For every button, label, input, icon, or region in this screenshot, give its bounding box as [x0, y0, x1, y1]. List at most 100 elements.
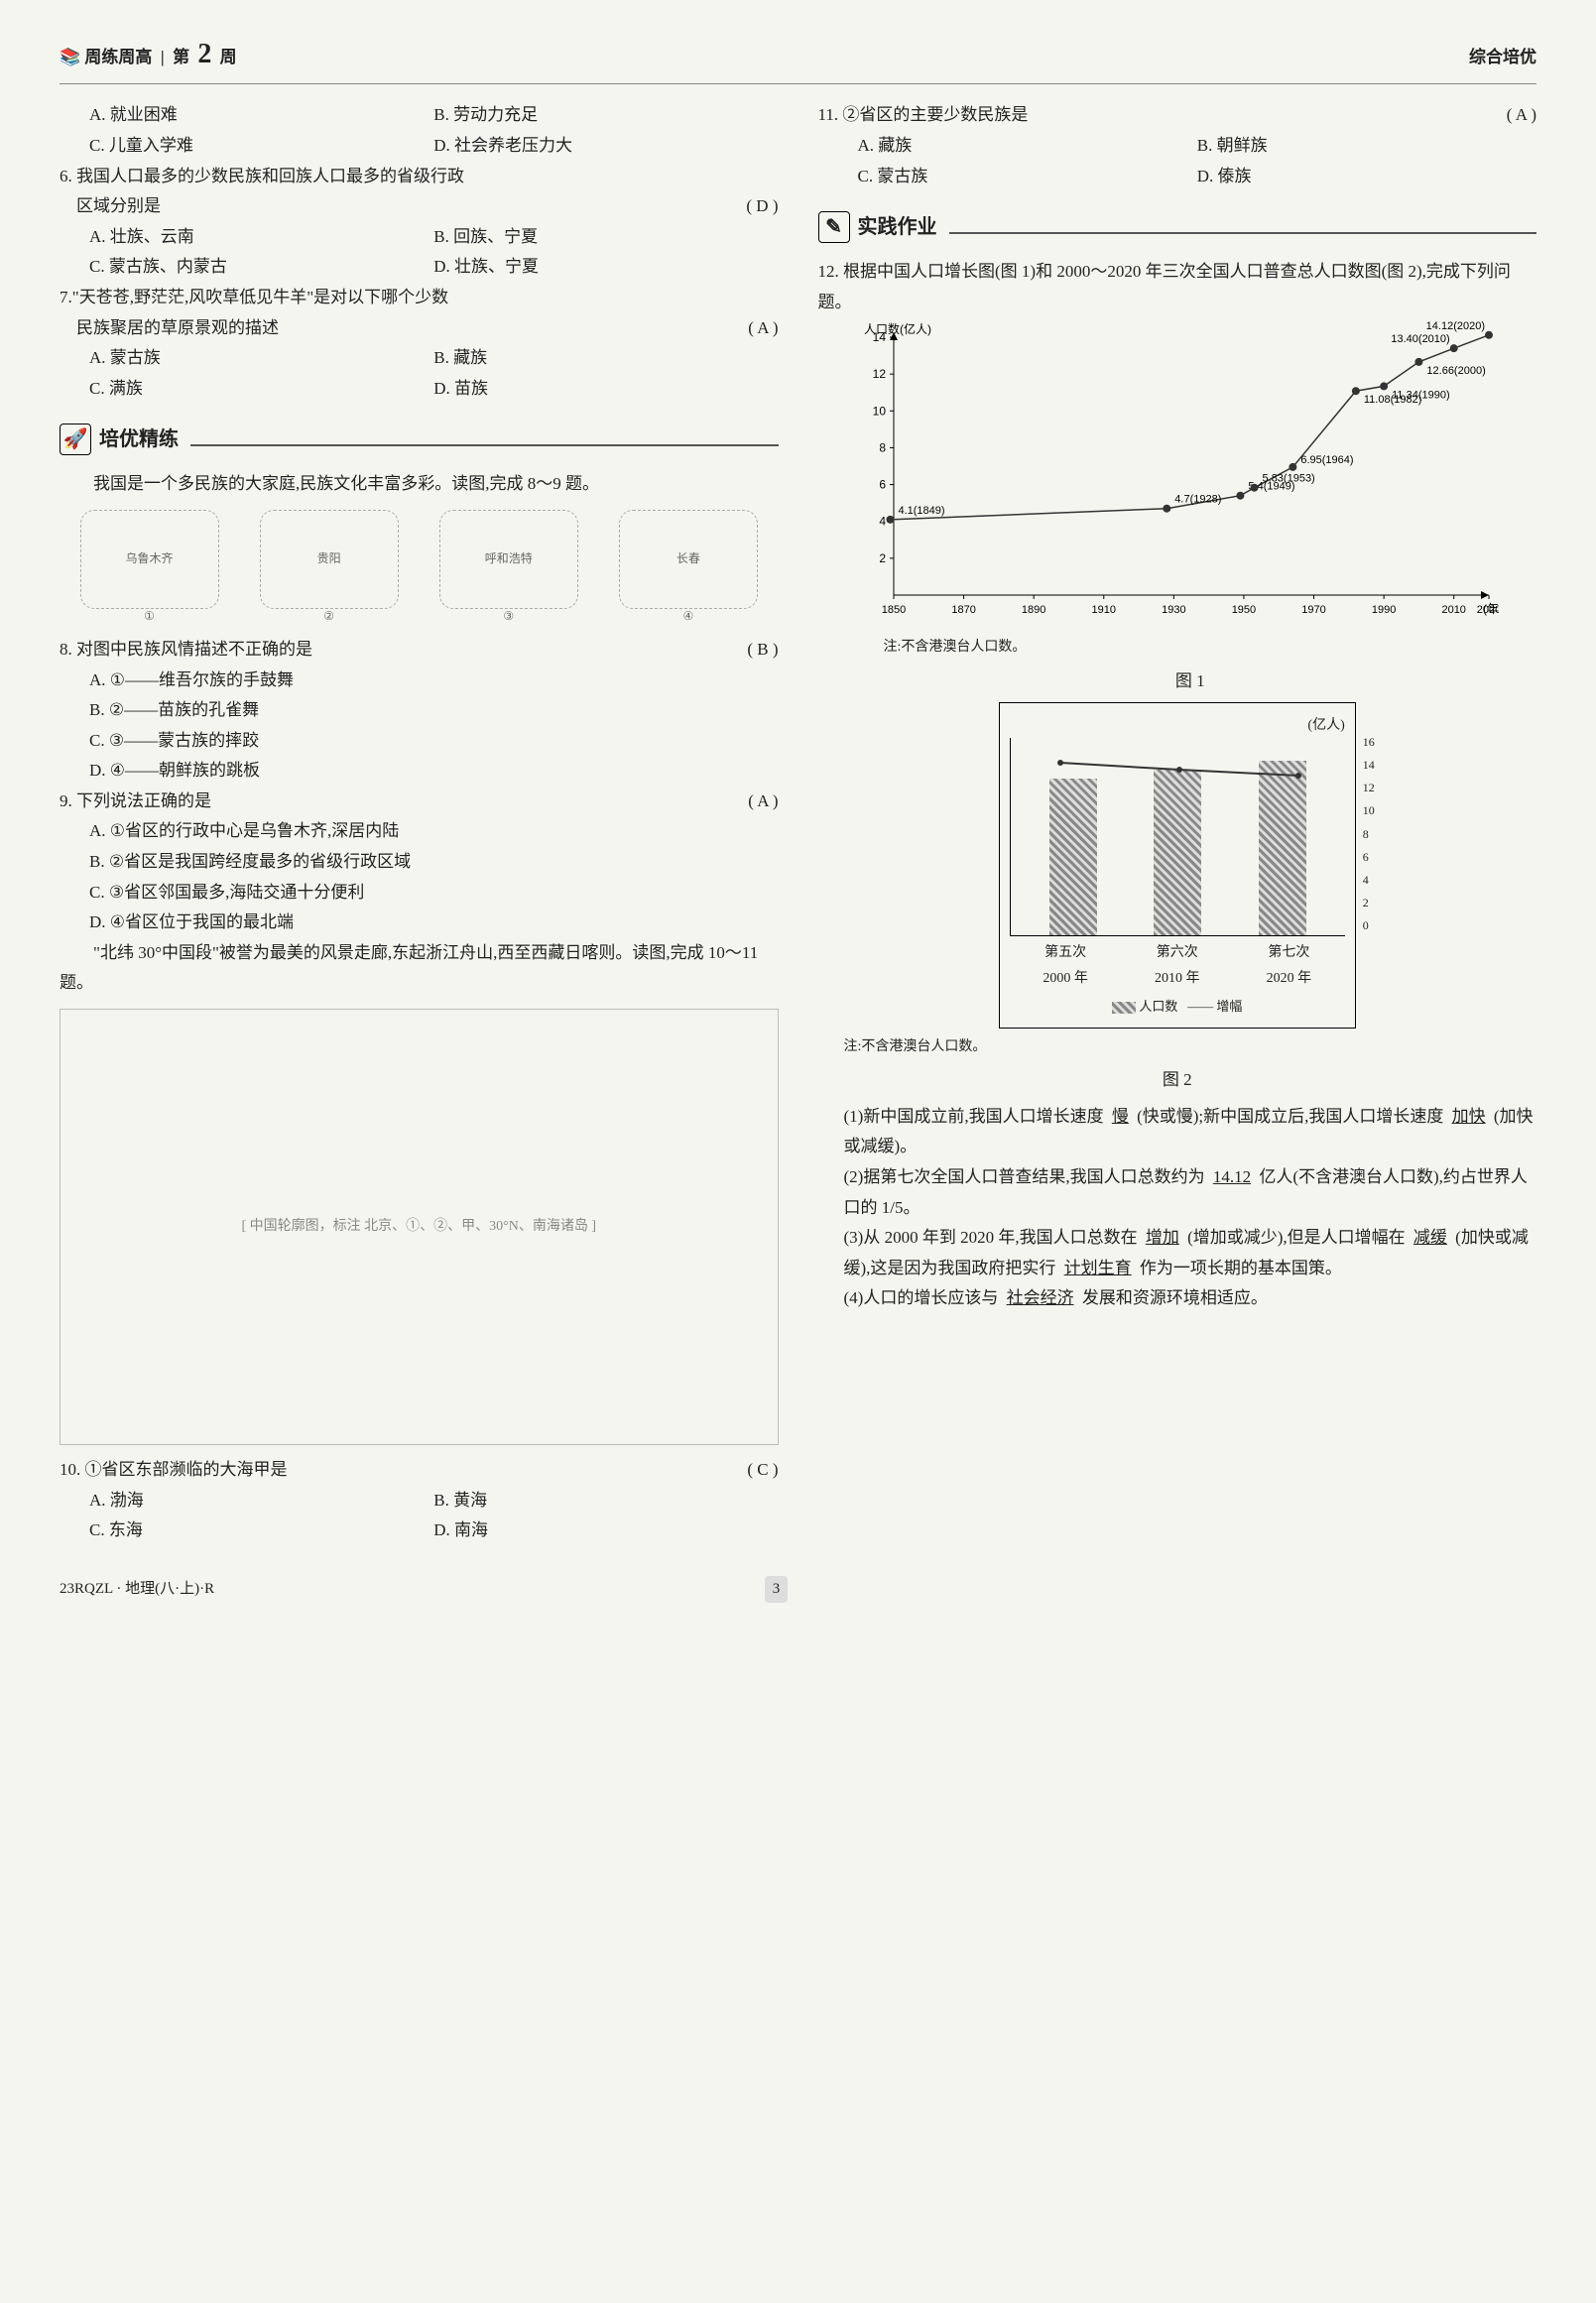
q6-opt-b: B. 回族、宁夏 — [433, 222, 778, 253]
q10-opt-b: B. 黄海 — [433, 1486, 778, 1516]
q11-opt-b: B. 朝鲜族 — [1197, 131, 1536, 162]
svg-text:12.66(2000): 12.66(2000) — [1426, 365, 1485, 377]
q7-stem-line2: 民族聚居的草原景观的描述 — [60, 313, 740, 344]
q11-answer: ( A ) — [1499, 100, 1536, 131]
map-1-label: ① — [144, 606, 155, 628]
q9: 9. 下列说法正确的是 ( A ) A. ①省区的行政中心是乌鲁木齐,深居内陆 … — [60, 787, 779, 938]
q9-opt-b: B. ②省区是我国跨经度最多的省级行政区域 — [89, 847, 779, 878]
q5-opt-c: C. 儿童入学难 — [89, 131, 433, 162]
q6-answer: ( D ) — [738, 191, 778, 222]
svg-text:14.12(2020): 14.12(2020) — [1425, 320, 1484, 332]
svg-text:1930: 1930 — [1162, 604, 1185, 616]
q10-opt-d: D. 南海 — [433, 1515, 778, 1546]
chart2-line-overlay — [1011, 738, 1345, 935]
q11-opt-d: D. 傣族 — [1197, 162, 1536, 192]
q10-answer: ( C ) — [739, 1455, 778, 1486]
map-1: 乌鲁木齐 ① — [80, 510, 219, 609]
q11-opt-a: A. 藏族 — [858, 131, 1197, 162]
chart2-xlabels: 第五次2000 年 第六次2010 年 第七次2020 年 — [1010, 940, 1345, 990]
q7-opt-c: C. 满族 — [89, 374, 433, 405]
svg-text:1870: 1870 — [951, 604, 975, 616]
chart1-note: 注:不含港澳台人口数。 — [844, 635, 1537, 660]
q8-opt-a: A. ①——维吾尔族的手鼓舞 — [89, 666, 779, 696]
q7: 7."天苍苍,野茫茫,风吹草低见牛羊"是对以下哪个少数 民族聚居的草原景观的描述… — [60, 283, 779, 404]
q12-subquestions: (1)新中国成立前,我国人口增长速度 慢 (快或慢);新中国成立后,我国人口增长… — [818, 1102, 1537, 1314]
q6-opt-a: A. 壮族、云南 — [89, 222, 433, 253]
svg-text:1890: 1890 — [1021, 604, 1044, 616]
map-2-label: ② — [323, 606, 334, 628]
q5-opt-b: B. 劳动力充足 — [433, 100, 778, 131]
svg-text:1850: 1850 — [881, 604, 905, 616]
map-2: 贵阳 ② — [260, 510, 399, 609]
q7-opt-d: D. 苗族 — [433, 374, 778, 405]
q11: 11. ②省区的主要少数民族是 ( A ) A. 藏族 B. 朝鲜族 C. 蒙古… — [818, 100, 1537, 191]
svg-text:6: 6 — [879, 478, 886, 492]
chart1-container: 2468101214185018701890191019301950197019… — [818, 317, 1537, 696]
q9-opt-c: C. ③省区邻国最多,海陆交通十分便利 — [89, 878, 779, 909]
svg-text:1910: 1910 — [1091, 604, 1115, 616]
q12-1-blank1: 慢 — [1108, 1107, 1133, 1126]
section-peiyou: 🚀 培优精练 — [60, 422, 779, 457]
svg-text:12: 12 — [872, 368, 886, 382]
svg-text:4: 4 — [879, 515, 886, 529]
svg-text:4.7(1928): 4.7(1928) — [1174, 494, 1221, 506]
section-shijian-title: 实践作业 — [858, 209, 937, 245]
q8-opt-b: B. ②——苗族的孔雀舞 — [89, 695, 779, 726]
series-title: 周练周高 — [84, 48, 152, 66]
svg-text:(年): (年) — [1483, 602, 1499, 616]
svg-text:4.1(1849): 4.1(1849) — [898, 505, 944, 517]
q12-1: (1)新中国成立前,我国人口增长速度 慢 (快或慢);新中国成立后,我国人口增长… — [844, 1102, 1537, 1162]
header-right: 综合培优 — [1469, 43, 1536, 73]
chart2-ylabel: (亿人) — [1010, 713, 1345, 738]
q9-opt-a: A. ①省区的行政中心是乌鲁木齐,深居内陆 — [89, 816, 779, 847]
q10: 10. ①省区东部濒临的大海甲是 ( C ) A. 渤海 B. 黄海 C. 东海… — [60, 1455, 779, 1546]
section-rule — [190, 444, 779, 446]
q8-opt-c: C. ③——蒙古族的摔跤 — [89, 726, 779, 757]
q5-opt-d: D. 社会养老压力大 — [433, 131, 778, 162]
q9-stem: 9. 下列说法正确的是 — [60, 787, 740, 817]
svg-text:1990: 1990 — [1371, 604, 1395, 616]
q12-1-blank2: 加快 — [1448, 1107, 1490, 1126]
svg-text:1950: 1950 — [1231, 604, 1255, 616]
intro-8-9: 我国是一个多民族的大家庭,民族文化丰富多彩。读图,完成 8～9 题。 — [60, 469, 779, 500]
province-maps: 乌鲁木齐 ① 贵阳 ② 呼和浩特 ③ 长春 ④ — [60, 510, 779, 609]
q6-opt-d: D. 壮族、宁夏 — [433, 252, 778, 283]
q12-3-blank2: 减缓 — [1410, 1228, 1451, 1247]
svg-text:13.40(2010): 13.40(2010) — [1391, 334, 1449, 346]
q7-stem-line1: 7."天苍苍,野茫茫,风吹草低见牛羊"是对以下哪个少数 — [60, 283, 779, 313]
q12-4-blank1: 社会经济 — [1003, 1288, 1078, 1307]
q12-stem: 12. 根据中国人口增长图(图 1)和 2000～2020 年三次全国人口普查总… — [818, 257, 1537, 317]
q10-opt-c: C. 东海 — [89, 1515, 433, 1546]
q9-opt-d: D. ④省区位于我国的最北端 — [89, 908, 779, 938]
section-peiyou-title: 培优精练 — [99, 422, 179, 457]
q6-opt-c: C. 蒙古族、内蒙古 — [89, 252, 433, 283]
q9-answer: ( A ) — [740, 787, 778, 817]
q12-4: (4)人口的增长应该与 社会经济 发展和资源环境相适应。 — [844, 1283, 1537, 1314]
q7-answer: ( A ) — [740, 313, 778, 344]
q6-stem-line1: 6. 我国人口最多的少数民族和回族人口最多的省级行政 — [60, 162, 779, 192]
svg-text:10: 10 — [872, 405, 886, 419]
right-column: 11. ②省区的主要少数民族是 ( A ) A. 藏族 B. 朝鲜族 C. 蒙古… — [818, 100, 1537, 1545]
svg-text:6.95(1964): 6.95(1964) — [1300, 454, 1353, 466]
svg-text:5.83(1953): 5.83(1953) — [1262, 473, 1314, 485]
chart1-caption: 图 1 — [844, 667, 1537, 697]
svg-text:8: 8 — [879, 441, 886, 455]
page-footer: 23RQZL · 地理(八·上)·R 3 — [60, 1576, 1536, 1603]
section-shijian: ✎ 实践作业 — [818, 209, 1537, 245]
q8-stem: 8. 对图中民族风情描述不正确的是 — [60, 635, 739, 666]
q6: 6. 我国人口最多的少数民族和回族人口最多的省级行政 区域分别是 ( D ) A… — [60, 162, 779, 283]
intro-10-11: "北纬 30°中国段"被誉为最美的风景走廊,东起浙江舟山,西至西藏日喀则。读图,… — [60, 938, 779, 999]
chart2-container: (亿人) 1614121086420 第五次2000 年 第六 — [999, 702, 1356, 1029]
q12-3-blank3: 计划生育 — [1060, 1259, 1136, 1277]
chart2-caption: 图 2 — [818, 1065, 1537, 1096]
svg-text:11.34(1990): 11.34(1990) — [1392, 390, 1450, 402]
page-header: 📚 周练周高 | 第 2 周 综合培优 — [60, 30, 1536, 84]
svg-text:2: 2 — [879, 551, 886, 565]
q12-2: (2)据第七次全国人口普查结果,我国人口总数约为 14.12 亿人(不含港澳台人… — [844, 1162, 1537, 1223]
left-column: A. 就业困难 B. 劳动力充足 C. 儿童入学难 D. 社会养老压力大 6. … — [60, 100, 779, 1545]
chart2-note: 注:不含港澳台人口数。 — [818, 1034, 1537, 1059]
q8-opt-d: D. ④——朝鲜族的跳板 — [89, 756, 779, 787]
chart2-legend: 人口数 —— 增幅 — [1010, 995, 1345, 1018]
q6-stem-line2: 区域分别是 — [60, 191, 738, 222]
section-rule-2 — [949, 232, 1537, 234]
